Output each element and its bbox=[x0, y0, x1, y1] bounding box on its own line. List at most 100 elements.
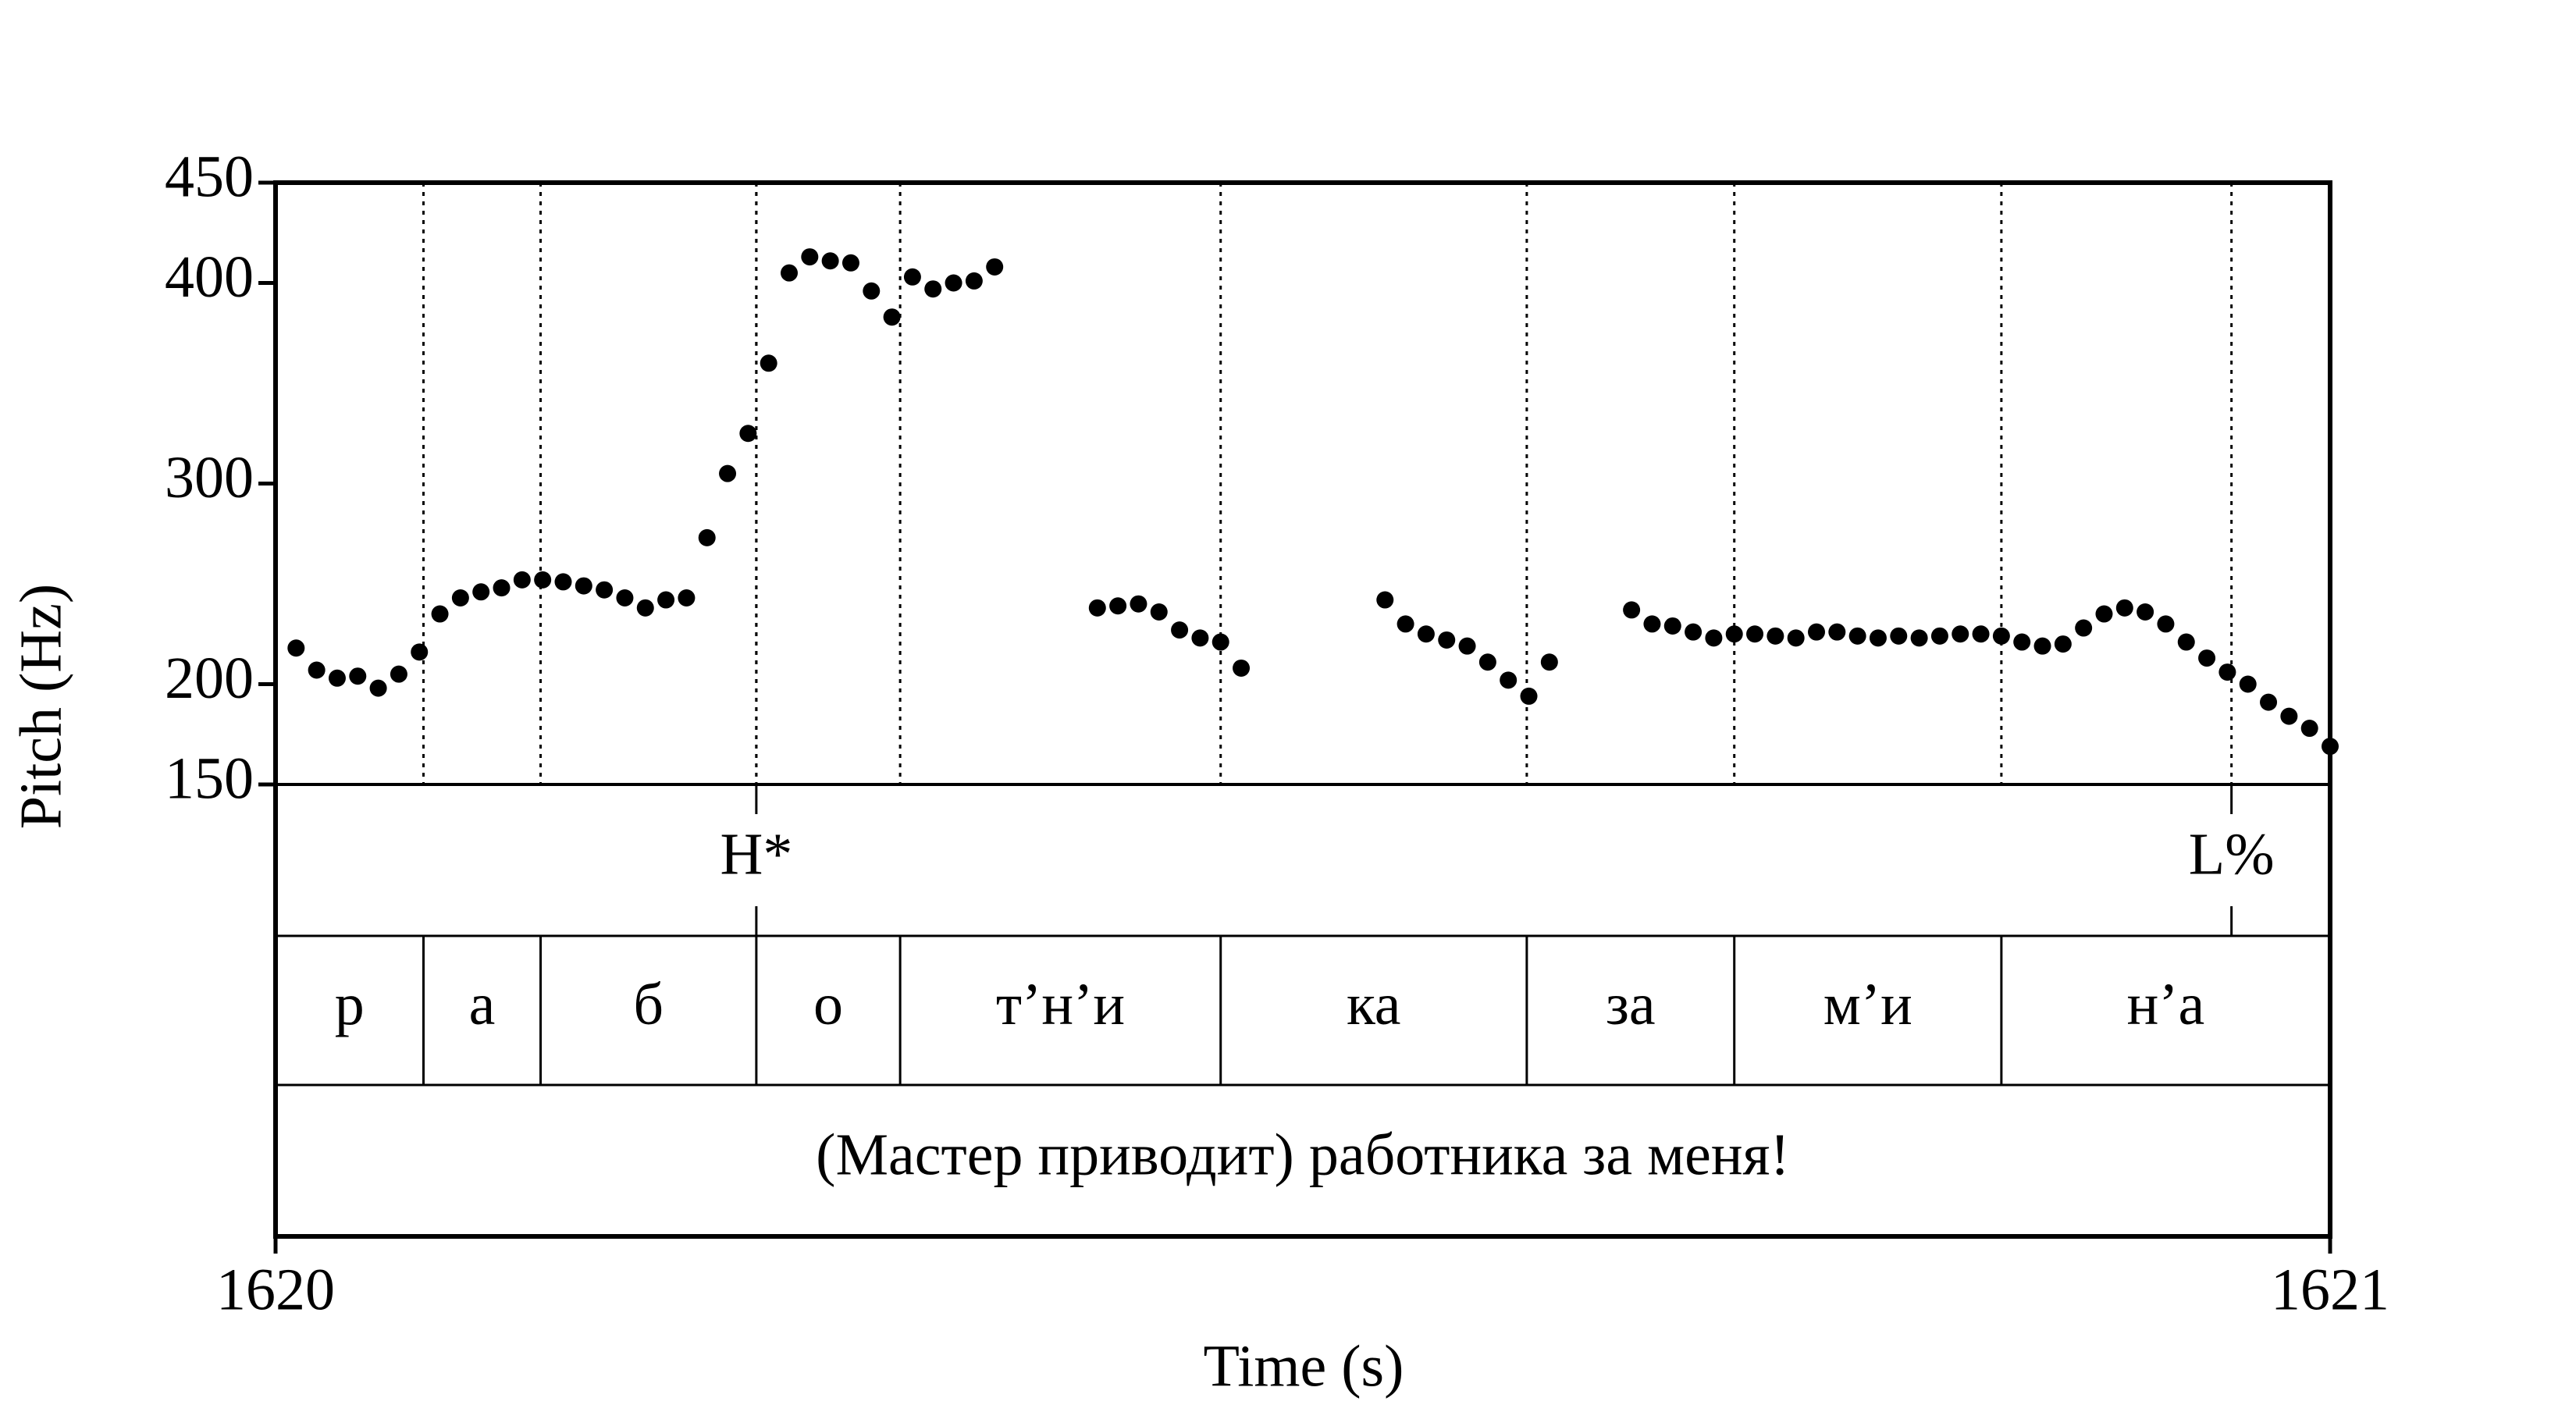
pitch-point bbox=[1869, 629, 1887, 647]
pitch-point bbox=[986, 258, 1004, 276]
pitch-point bbox=[1623, 601, 1641, 619]
pitch-point bbox=[821, 252, 839, 270]
x-tick-label: 1621 bbox=[2271, 1257, 2389, 1322]
pitch-point bbox=[1890, 627, 1908, 645]
pitch-point bbox=[801, 248, 819, 266]
pitch-point bbox=[657, 591, 675, 609]
interval-label: т’н’и bbox=[996, 972, 1125, 1037]
pitch-point bbox=[1417, 625, 1435, 643]
pitch-point bbox=[1746, 625, 1764, 643]
pitch-point bbox=[2218, 663, 2236, 681]
interval-label: за bbox=[1606, 972, 1656, 1037]
pitch-point bbox=[739, 425, 757, 443]
pitch-point bbox=[2300, 720, 2318, 738]
pitch-point bbox=[534, 571, 552, 589]
pitch-point bbox=[2260, 693, 2278, 711]
pitch-point bbox=[1130, 595, 1147, 613]
pitch-point bbox=[2322, 738, 2339, 756]
pitch-point bbox=[1725, 625, 1743, 643]
pitch-point bbox=[1088, 599, 1106, 617]
pitch-point bbox=[1376, 591, 1394, 609]
pitch-point bbox=[2239, 675, 2257, 693]
interval-label: о bbox=[813, 972, 843, 1037]
pitch-point bbox=[1972, 625, 1990, 643]
pitch-point bbox=[1397, 615, 1414, 633]
x-axis-label: Time (s) bbox=[1204, 1333, 1404, 1399]
pitch-point bbox=[1171, 621, 1189, 639]
point-label: L% bbox=[2189, 821, 2275, 887]
y-tick-label: 150 bbox=[165, 745, 254, 811]
pitch-point bbox=[2177, 633, 2195, 651]
pitch-point bbox=[308, 661, 326, 679]
pitch-point bbox=[2095, 605, 2113, 623]
y-tick-label: 400 bbox=[165, 244, 254, 310]
pitch-point bbox=[781, 264, 798, 282]
pitch-point bbox=[1663, 617, 1681, 635]
interval-label: а bbox=[469, 972, 496, 1037]
pitch-point bbox=[841, 254, 859, 272]
pitch-point bbox=[369, 679, 387, 697]
y-tick-label: 200 bbox=[165, 646, 254, 711]
pitch-point bbox=[1500, 671, 1517, 689]
pitch-point bbox=[1992, 627, 2010, 645]
pitch-point bbox=[472, 583, 490, 601]
pitch-point bbox=[1787, 629, 1805, 647]
pitch-point bbox=[1643, 615, 1661, 633]
pitch-point bbox=[390, 665, 407, 683]
pitch-point bbox=[698, 528, 716, 546]
y-axis-label: Pitch (Hz) bbox=[8, 584, 73, 829]
pitch-point bbox=[2054, 635, 2072, 653]
pitch-point bbox=[451, 589, 469, 606]
pitch-point bbox=[924, 280, 942, 298]
interval-label: (Мастер приводит) работника за меня! bbox=[816, 1122, 1790, 1187]
pitch-point bbox=[2198, 649, 2216, 667]
pitch-point bbox=[1685, 623, 1703, 641]
interval-label: б bbox=[633, 972, 664, 1037]
pitch-point bbox=[1478, 653, 1496, 671]
interval-label: ка bbox=[1347, 972, 1401, 1037]
pitch-point bbox=[493, 579, 511, 597]
pitch-point bbox=[1212, 633, 1229, 651]
pitch-point bbox=[1828, 623, 1846, 641]
pitch-point bbox=[2115, 599, 2133, 617]
pitch-point bbox=[1520, 687, 1538, 705]
pitch-point bbox=[1952, 625, 1969, 643]
pitch-point bbox=[411, 643, 429, 661]
pitch-point bbox=[719, 464, 737, 482]
pitch-point bbox=[1233, 659, 1251, 677]
pitch-point bbox=[863, 282, 881, 300]
pitch-point bbox=[1848, 627, 1866, 645]
interval-label: м’и bbox=[1823, 972, 1912, 1037]
pitch-point bbox=[636, 599, 654, 617]
pitch-point bbox=[554, 573, 572, 591]
y-tick-label: 300 bbox=[165, 445, 254, 510]
pitch-point bbox=[2013, 633, 2031, 651]
pitch-point bbox=[616, 589, 634, 606]
pitch-point bbox=[2280, 707, 2298, 725]
pitch-point bbox=[1705, 629, 1723, 647]
pitch-point bbox=[1458, 637, 1476, 655]
pitch-point bbox=[1438, 631, 1456, 649]
pitch-point bbox=[883, 308, 901, 326]
pitch-point bbox=[965, 272, 983, 290]
pitch-point bbox=[1150, 603, 1168, 621]
pitch-point bbox=[678, 589, 696, 606]
y-tick-label: 450 bbox=[165, 144, 254, 209]
pitch-point bbox=[287, 639, 305, 657]
pitch-point bbox=[349, 667, 367, 685]
pitch-point bbox=[2157, 615, 2175, 633]
pitch-point bbox=[1540, 653, 1558, 671]
pitch-point bbox=[945, 274, 962, 292]
pitch-point bbox=[431, 605, 449, 623]
pitch-point bbox=[1808, 623, 1825, 641]
pitch-point bbox=[1191, 629, 1209, 647]
pitch-point bbox=[903, 268, 921, 286]
pitch-point bbox=[328, 669, 346, 687]
interval-label: р bbox=[335, 972, 365, 1037]
pitch-point bbox=[596, 581, 614, 599]
plot-frame bbox=[273, 180, 2332, 1239]
interval-label: н’а bbox=[2127, 972, 2205, 1037]
pitch-point bbox=[1767, 627, 1784, 645]
pitch-point bbox=[513, 571, 531, 589]
pitch-point bbox=[575, 577, 592, 595]
